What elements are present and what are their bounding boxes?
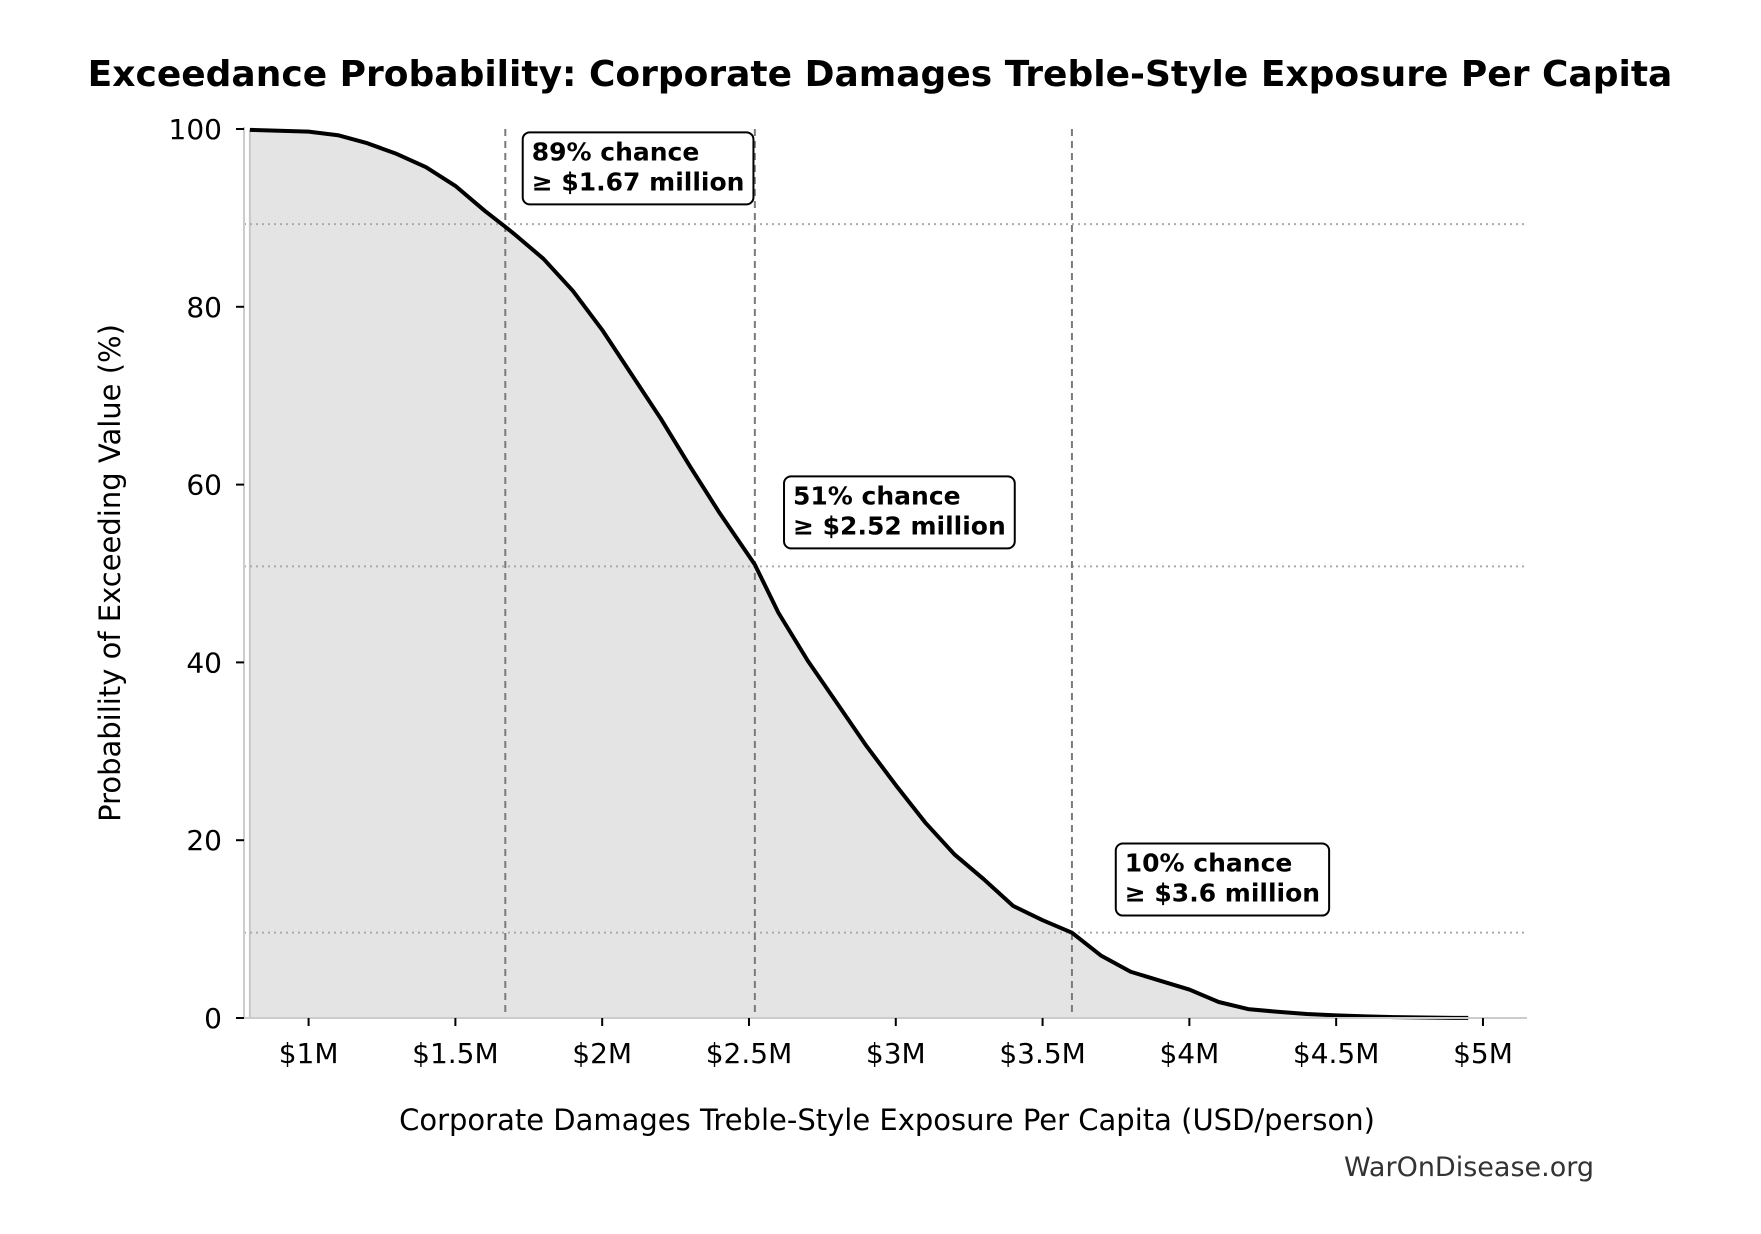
- x-tick-label: $1M: [279, 1037, 339, 1070]
- annotation-box-2: 51% chance≥ $2.52 million: [783, 475, 1016, 550]
- x-tick-label: $2M: [572, 1037, 632, 1070]
- y-tick-label: 40: [186, 646, 222, 679]
- annotation-frame: [521, 131, 755, 206]
- x-tick-label: $4.5M: [1293, 1037, 1380, 1070]
- y-tick-label: 100: [169, 113, 222, 146]
- annotation-line-2: ≥ $3.6 million: [1125, 879, 1320, 908]
- exceedance-line: [249, 127, 1469, 1020]
- watermark: WarOnDisease.org: [1344, 1152, 1594, 1183]
- y-tick-label: 0: [204, 1002, 222, 1035]
- plot-area: $1M $1.5M $2M $2.5M $3M $3.5M $4M $4.5M $5M 0 20 40…: [169, 113, 1527, 1070]
- annotation-frame: [1114, 842, 1331, 917]
- y-tick-label: 20: [186, 824, 222, 857]
- y-tick-label: 60: [186, 469, 222, 502]
- annotation-frame: [783, 475, 1016, 550]
- x-tick-label: $3M: [866, 1037, 926, 1070]
- x-axis-label: Corporate Damages Treble-Style Exposure …: [399, 1103, 1375, 1137]
- x-tick-label: $4M: [1159, 1037, 1219, 1070]
- y-tick-label: 80: [186, 291, 222, 324]
- chart-title: Exceedance Probability: Corporate Damage…: [88, 54, 1673, 95]
- x-tick-label: $5M: [1453, 1037, 1513, 1070]
- x-tick-label: $2.5M: [706, 1037, 793, 1070]
- annotation-line-2: ≥ $1.67 million: [532, 167, 745, 196]
- x-tick-label: $1.5M: [412, 1037, 499, 1070]
- annotation-line-1: 89% chance: [532, 137, 700, 166]
- annotation-line-1: 10% chance: [1125, 849, 1293, 878]
- annotation-box-3: 10% chance≥ $3.6 million: [1114, 842, 1331, 917]
- annotation-box-1: 89% chance≥ $1.67 million: [521, 131, 755, 206]
- y-axis-label: Probability of Exceeding Value (%): [93, 324, 127, 822]
- x-tick-label: $3.5M: [999, 1037, 1086, 1070]
- exceedance-area-fill: [249, 129, 1469, 1018]
- annotation-line-1: 51% chance: [793, 481, 961, 510]
- annotation-line-2: ≥ $2.52 million: [793, 511, 1006, 540]
